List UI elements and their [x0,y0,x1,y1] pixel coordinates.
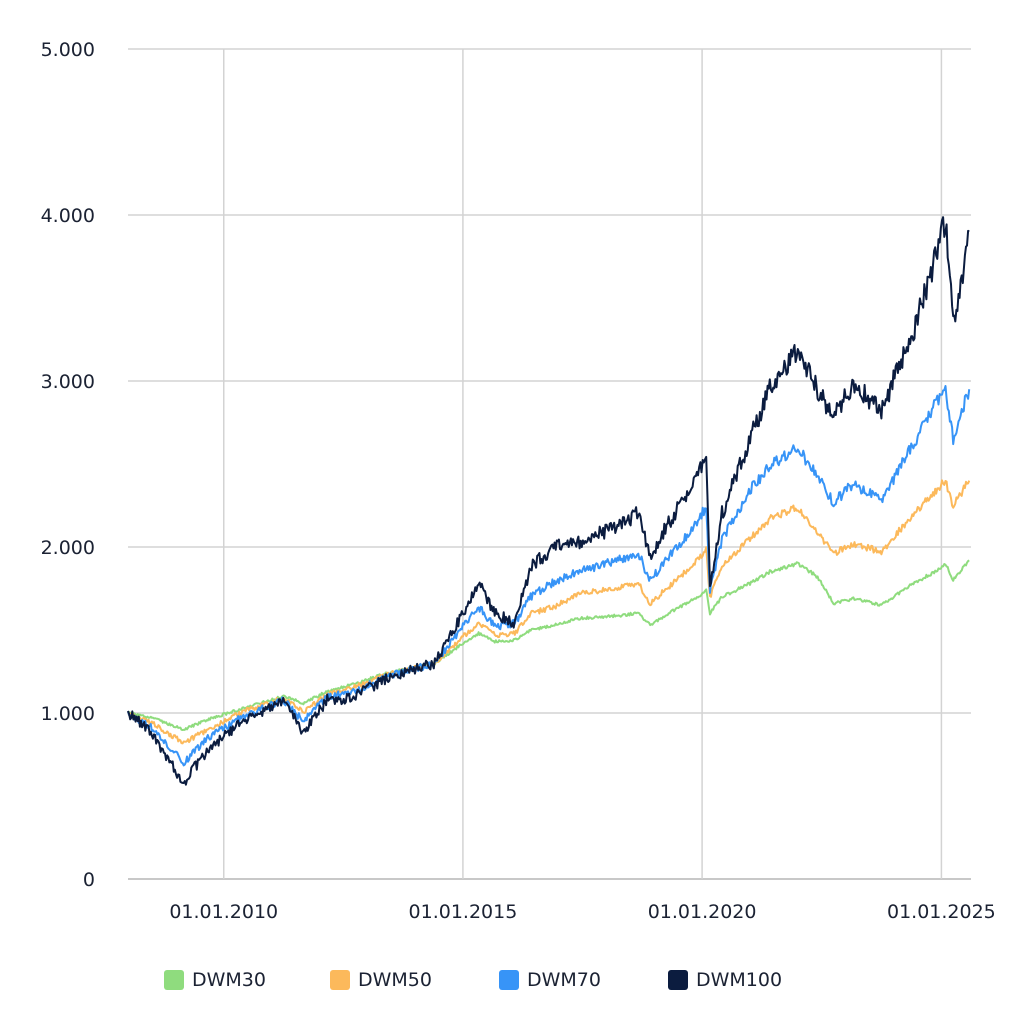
legend-item-dwm50[interactable]: DWM50 [330,962,432,998]
legend-item-dwm100[interactable]: DWM100 [668,962,782,998]
legend-label-dwm30: DWM30 [192,969,266,991]
legend-label-dwm50: DWM50 [358,969,432,991]
series-line-dwm100 [127,216,970,786]
series-lines [127,216,971,786]
legend-label-dwm100: DWM100 [696,969,783,991]
y-tick-label: 5.000 [41,39,95,61]
x-tick-label: 01.01.2025 [887,901,996,923]
series-line-dwm50 [127,479,971,745]
x-tick-label: 01.01.2020 [648,901,757,923]
legend-item-dwm30[interactable]: DWM30 [164,962,266,998]
x-tick-label: 01.01.2010 [169,901,278,923]
y-tick-label: 1.000 [41,703,95,725]
y-tick-label: 2.000 [41,537,95,559]
y-tick-label: 0 [83,869,95,891]
series-line-dwm30 [127,559,970,731]
y-tick-label: 3.000 [41,371,95,393]
x-axis-ticks: 01.01.2010 01.01.2015 01.01.2020 01.01.2025 [169,901,995,923]
grid [128,48,971,880]
x-tick-label: 01.01.2015 [409,901,518,923]
legend-swatch-dwm70 [499,970,519,990]
legend-swatch-dwm50 [330,970,350,990]
legend-swatch-dwm30 [164,970,184,990]
legend-label-dwm70: DWM70 [527,969,601,991]
y-axis-ticks: 0 1.000 2.000 3.000 4.000 5.000 [41,39,95,891]
legend: DWM30 DWM50 DWM70 DWM100 [0,962,1024,998]
legend-swatch-dwm100 [668,970,688,990]
y-tick-label: 4.000 [41,205,95,227]
legend-item-dwm70[interactable]: DWM70 [499,962,601,998]
